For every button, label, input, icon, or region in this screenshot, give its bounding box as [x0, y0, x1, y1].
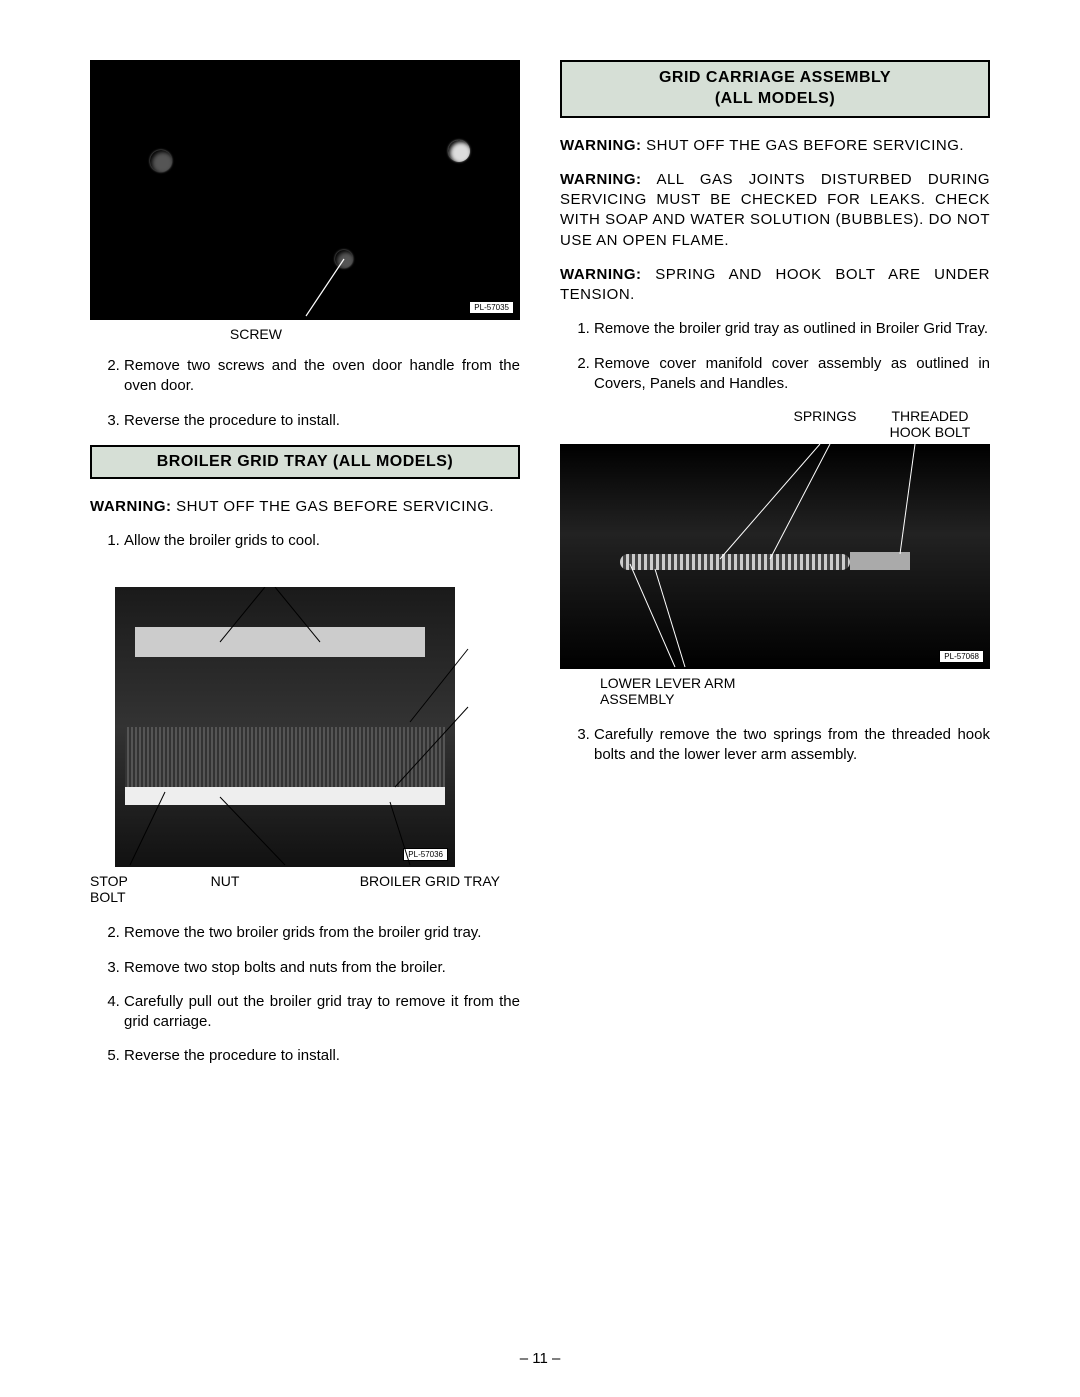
figure-spring: PL-57068	[560, 444, 990, 669]
warning-r1: WARNING: SHUT OFF THE GAS BEFORE SERVICI…	[560, 136, 990, 156]
step-3: Reverse the procedure to install.	[124, 411, 520, 431]
screw-hole	[335, 250, 353, 268]
broiler-grid-header: BROILER GRID TRAY (ALL MODELS)	[90, 445, 520, 479]
figure2-wrap: BROILER GRIDS STOP BOLT NUT PL-57036	[90, 587, 520, 905]
header-line2: (ALL MODELS)	[715, 90, 835, 107]
screw-label: SCREW	[90, 326, 290, 342]
step-c2: Remove cover manifold cover assembly as …	[594, 354, 990, 395]
springs-label: SPRINGS	[780, 408, 870, 440]
grid-carriage-header: GRID CARRIAGE ASSEMBLY (ALL MODELS)	[560, 60, 990, 118]
step-b5: Reverse the procedure to install.	[124, 1046, 520, 1066]
figure-broiler: PL-57036	[90, 587, 520, 867]
broiler-step-1: Allow the broiler grids to cool.	[124, 531, 520, 551]
carriage-step-3: Carefully remove the two springs from th…	[594, 725, 990, 766]
lower-lever-label: LOWER LEVER ARM ASSEMBLY	[600, 675, 780, 707]
two-column-layout: PL-57035 SCREW Remove two screws and the…	[90, 60, 990, 1081]
upper-rail	[135, 627, 425, 657]
step-b3: Remove two stop bolts and nuts from the …	[124, 958, 520, 978]
hole-right	[448, 140, 470, 162]
figure1-caption-row: SCREW	[90, 326, 520, 342]
page-number: – 11 –	[0, 1350, 1080, 1367]
grid-tray	[125, 727, 445, 787]
figure3-wrap: SPRINGS THREADED HOOK BOLT PL-57068 LOW	[560, 408, 990, 707]
step-c1: Remove the broiler grid tray as outlined…	[594, 319, 990, 339]
warning-gas-1: WARNING: SHUT OFF THE GAS BEFORE SERVICI…	[90, 497, 520, 517]
spring-graphic	[620, 554, 850, 570]
figure1-ref: PL-57035	[469, 301, 514, 314]
carriage-steps-1-2: Remove the broiler grid tray as outlined…	[594, 319, 990, 394]
figure-oven-door: PL-57035	[90, 60, 520, 320]
bolt-graphic	[850, 552, 910, 570]
oven-door-steps: Remove two screws and the oven door hand…	[124, 356, 520, 431]
hole-left	[150, 150, 172, 172]
nut-l-label: NUT	[160, 873, 290, 905]
broiler-steps-2-5: Remove the two broiler grids from the br…	[124, 923, 520, 1066]
figure3-ref: PL-57068	[939, 650, 984, 663]
warn-r1-bold: WARNING:	[560, 137, 642, 154]
warn-r1-text: SHUT OFF THE GAS BEFORE SERVICING.	[642, 137, 965, 154]
warning-r3: WARNING: SPRING AND HOOK BOLT ARE UNDER …	[560, 265, 990, 306]
warn-r2-bold: WARNING:	[560, 171, 642, 188]
step-b4: Carefully pull out the broiler grid tray…	[124, 992, 520, 1033]
step-allow-cool: Allow the broiler grids to cool.	[124, 531, 520, 551]
step-2: Remove two screws and the oven door hand…	[124, 356, 520, 397]
left-column: PL-57035 SCREW Remove two screws and the…	[90, 60, 520, 1081]
figure1-callout-lines	[90, 60, 520, 320]
step-c3: Carefully remove the two springs from th…	[594, 725, 990, 766]
header-line1: GRID CARRIAGE ASSEMBLY	[659, 69, 891, 86]
figure3-bottom-captions: LOWER LEVER ARM ASSEMBLY	[560, 675, 990, 707]
right-column: GRID CARRIAGE ASSEMBLY (ALL MODELS) WARN…	[560, 60, 990, 1081]
threaded-label: THREADED HOOK BOLT	[870, 408, 990, 440]
figure2-bottom-captions: STOP BOLT NUT BROILER GRID TRAY	[90, 873, 520, 905]
warning-text: SHUT OFF THE GAS BEFORE SERVICING.	[172, 498, 495, 515]
stop-bolt-l-label: STOP BOLT	[90, 873, 160, 905]
figure1-wrap: PL-57035 SCREW	[90, 60, 520, 342]
warn-r3-bold: WARNING:	[560, 266, 642, 283]
figure3-top-captions: SPRINGS THREADED HOOK BOLT	[560, 408, 990, 440]
grid-tray-label: BROILER GRID TRAY	[290, 873, 520, 905]
warning-r2: WARNING: ALL GAS JOINTS DISTURBED DURING…	[560, 170, 990, 251]
warning-bold: WARNING:	[90, 498, 172, 515]
figure2-ref: PL-57036	[403, 848, 448, 861]
tray-front	[125, 787, 445, 805]
step-b2: Remove the two broiler grids from the br…	[124, 923, 520, 943]
